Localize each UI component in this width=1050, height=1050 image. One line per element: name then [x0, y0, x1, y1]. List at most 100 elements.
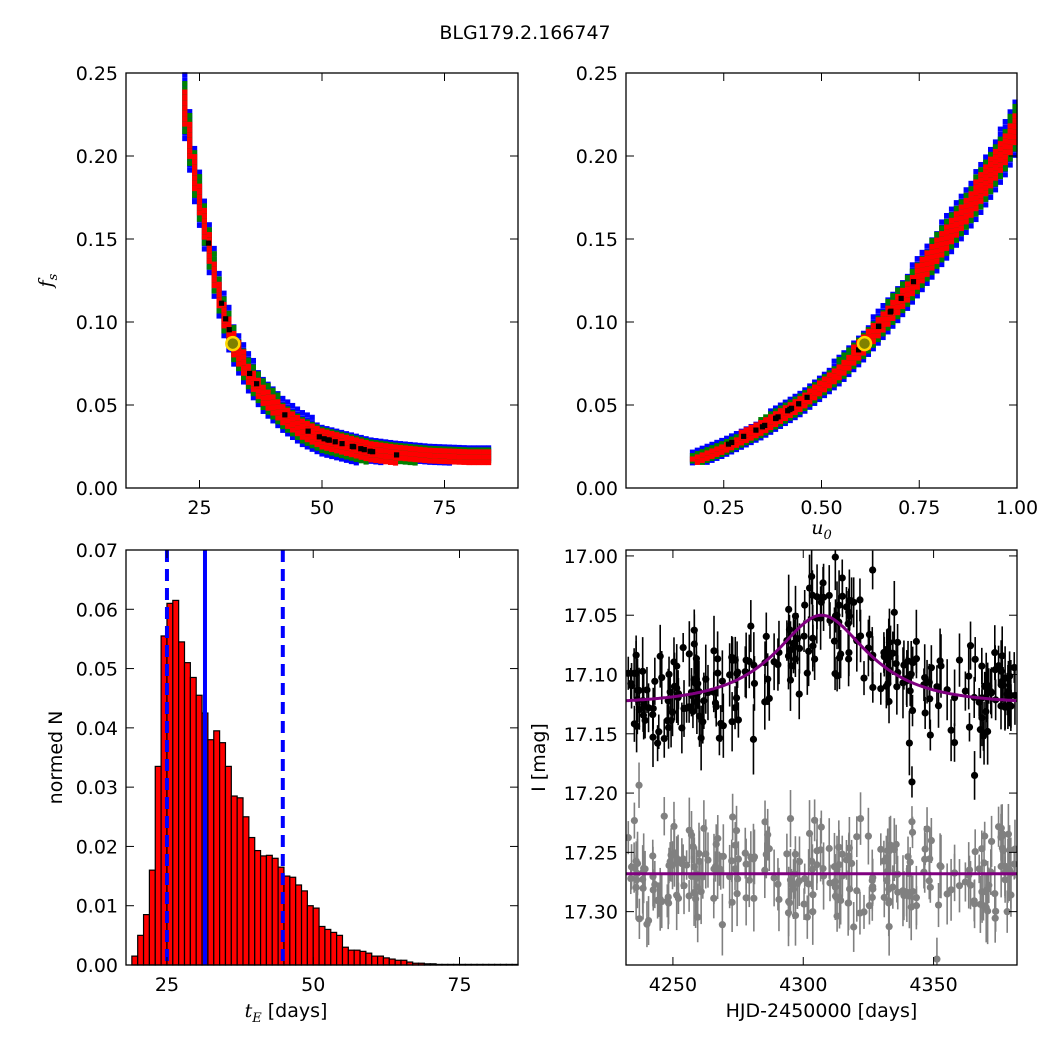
cell-sigma3	[958, 236, 964, 242]
cell-sigma3	[953, 200, 959, 206]
cell-sigma3	[885, 329, 891, 335]
cell-sigma2	[719, 441, 725, 447]
cell-sigma3	[797, 390, 803, 397]
cell-sigma2	[255, 371, 261, 377]
cell-sigma1	[343, 434, 350, 440]
cell-sigma3	[196, 169, 203, 175]
residual-point	[943, 890, 951, 898]
cell-sigma1	[343, 450, 350, 456]
histogram-bar	[312, 907, 320, 966]
cell-sigma1	[201, 234, 207, 240]
y-tick-label: 0.05	[76, 659, 118, 681]
residual-point	[889, 883, 897, 891]
cell-sigma2	[792, 407, 798, 413]
residual-point	[803, 913, 811, 921]
cell-sigma2	[997, 136, 1003, 142]
cell-sigma2	[802, 405, 808, 412]
cell-sigma1	[299, 429, 305, 435]
cell-sigma1	[934, 237, 940, 243]
cell-sigma1	[924, 250, 930, 256]
cell-sigma1	[704, 455, 710, 461]
cell-sigma3	[958, 193, 964, 199]
residual-point	[660, 812, 668, 820]
cell-sigma1	[963, 219, 969, 225]
cell-sigma3	[294, 438, 301, 444]
cell-sigma1	[978, 188, 984, 194]
cell-sigma1	[231, 331, 237, 337]
cell-sigma3	[285, 431, 291, 437]
cell-sigma1	[314, 441, 320, 448]
cell-sigma1	[831, 373, 837, 379]
cell-sigma2	[983, 159, 989, 165]
residual-point	[981, 832, 989, 840]
cell-sigma1	[812, 389, 818, 396]
cell-sigma1	[992, 170, 999, 176]
residual-point	[853, 887, 861, 895]
cell-sigma1	[924, 255, 930, 261]
cell-sigma2	[782, 402, 788, 408]
data-point	[980, 729, 988, 737]
cell-sigma3	[929, 274, 935, 280]
cell-sigma1	[437, 453, 443, 459]
cell-sigma2	[968, 186, 974, 192]
cell-sigma2	[363, 459, 369, 465]
cell-sigma3	[870, 346, 876, 352]
cell-sigma1	[388, 459, 394, 465]
cell-sigma3	[792, 393, 798, 399]
data-point	[838, 574, 846, 582]
residual-point	[830, 863, 839, 871]
cell-sigma2	[1012, 146, 1018, 152]
cell-sigma1	[944, 229, 950, 235]
data-point	[900, 661, 908, 669]
cell-sigma1	[978, 177, 984, 183]
cell-sigma1	[250, 370, 256, 376]
residual-point	[846, 885, 854, 893]
cell-sigma1	[929, 265, 935, 271]
cell-sigma1	[373, 447, 379, 453]
cell-sigma1	[934, 253, 940, 259]
data-point	[926, 695, 934, 703]
cell-sigma1	[466, 454, 472, 460]
cell-sigma1	[699, 457, 705, 463]
cell-sigma1	[182, 110, 188, 116]
data-point	[882, 682, 890, 690]
cell-sigma2	[187, 160, 193, 166]
cell-sigma1	[324, 440, 330, 446]
histogram-bar	[376, 955, 385, 966]
histogram-bar	[271, 857, 279, 966]
cell-sigma1	[753, 433, 759, 439]
cell-sigma1	[1007, 123, 1013, 129]
cell-sigma1	[476, 454, 482, 460]
cell-sigma2	[807, 401, 813, 408]
histogram-bar	[359, 950, 367, 966]
cell-sigma1	[983, 164, 989, 170]
cell-sigma2	[958, 199, 964, 205]
cell-sigma1	[486, 459, 492, 466]
cell-sigma3	[699, 445, 705, 451]
cell-sigma1	[895, 309, 901, 316]
cell-sigma1	[299, 434, 305, 440]
x-tick-label: 50	[301, 974, 325, 996]
histogram-bar	[318, 925, 326, 966]
cell-sigma1	[280, 409, 286, 415]
cell-sigma1	[992, 164, 999, 171]
cell-sigma1	[412, 446, 418, 452]
cell-sigma3	[988, 146, 994, 153]
cell-sigma1	[841, 365, 847, 371]
cell-sigma2	[978, 167, 984, 173]
cell-sigma1	[353, 437, 359, 443]
cell-sigma1	[290, 416, 296, 422]
data-point	[966, 642, 975, 650]
data-point	[664, 723, 673, 732]
cell-sigma1	[373, 441, 379, 448]
cell-sigma1	[929, 249, 935, 255]
cell-sigma3	[997, 126, 1003, 132]
cell-sigma3	[880, 334, 886, 341]
data-point	[1011, 691, 1017, 700]
data-point	[961, 687, 969, 695]
cell-sigma1	[446, 448, 452, 454]
residual-point	[909, 887, 917, 896]
cell-sigma2	[885, 298, 891, 305]
histogram-bar	[189, 676, 197, 966]
residual-point	[786, 814, 795, 823]
